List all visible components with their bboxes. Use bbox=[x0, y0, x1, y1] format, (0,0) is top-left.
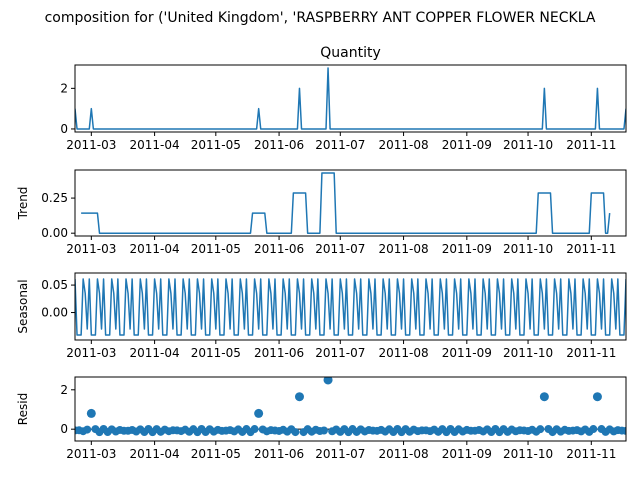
y-tick-label: 0 bbox=[60, 422, 68, 436]
x-tick-label: 2011-05 bbox=[191, 242, 241, 256]
x-tick-label: 2011-04 bbox=[130, 242, 180, 256]
x-tick-label: 2011-05 bbox=[191, 138, 241, 152]
y-tick-label: 2 bbox=[60, 81, 68, 95]
axes-frame bbox=[74, 376, 627, 442]
x-tick-label: 2011-09 bbox=[442, 138, 492, 152]
x-tick-label: 2011-09 bbox=[442, 346, 492, 360]
x-tick-label: 2011-10 bbox=[503, 447, 553, 461]
x-tick-label: 2011-08 bbox=[378, 346, 428, 360]
x-tick-label: 2011-06 bbox=[254, 447, 304, 461]
x-tick-label: 2011-05 bbox=[191, 346, 241, 360]
subplot-1: Quantity 0 2 2011-03 2011-04 2011-05 2011-06 20… bbox=[60, 45, 627, 152]
subplot-title: Quantity bbox=[320, 45, 381, 61]
plot-area bbox=[75, 278, 626, 336]
x-tick-label: 2011-10 bbox=[503, 138, 553, 152]
series-line bbox=[75, 278, 626, 336]
y-axis-label: Trend bbox=[16, 187, 30, 221]
x-tick-label: 2011-03 bbox=[66, 346, 116, 360]
y-tick-label: 0 bbox=[60, 122, 68, 136]
resid-point bbox=[536, 425, 545, 434]
y-axis-label: Seasonal bbox=[16, 279, 30, 333]
x-tick-label: 2011-10 bbox=[503, 346, 553, 360]
x-tick-label: 2011-09 bbox=[442, 242, 492, 256]
x-tick-label: 2011-08 bbox=[378, 138, 428, 152]
y-axis-label: Resid bbox=[16, 393, 30, 425]
x-tick-label: 2011-06 bbox=[254, 138, 304, 152]
x-tick-label: 2011-07 bbox=[315, 242, 365, 256]
x-tick-label: 2011-07 bbox=[315, 138, 365, 152]
resid-point bbox=[319, 426, 328, 435]
x-tick-label: 2011-03 bbox=[66, 242, 116, 256]
subplot-3: Seasonal 0.00 0.05 2011-03 2011-04 2011-05 201… bbox=[16, 272, 627, 360]
x-tick-label: 2011-06 bbox=[254, 346, 304, 360]
x-tick-label: 2011-03 bbox=[66, 138, 116, 152]
x-tick-label: 2011-07 bbox=[315, 346, 365, 360]
axes-frame bbox=[74, 272, 627, 341]
x-tick-label: 2011-04 bbox=[130, 138, 180, 152]
resid-point bbox=[589, 425, 598, 434]
resid-outlier-point bbox=[254, 408, 264, 418]
resid-point bbox=[291, 428, 300, 437]
series-line bbox=[81, 172, 611, 234]
y-tick-label: 0.00 bbox=[41, 306, 68, 320]
resid-outlier-point bbox=[86, 408, 96, 418]
axes-frame bbox=[74, 64, 627, 133]
x-tick-label: 2011-03 bbox=[66, 447, 116, 461]
x-tick-label: 2011-10 bbox=[503, 242, 553, 256]
x-tick-label: 2011-11 bbox=[566, 447, 616, 461]
axes-frame bbox=[74, 169, 627, 237]
resid-point bbox=[83, 425, 92, 434]
x-tick-label: 2011-11 bbox=[566, 346, 616, 360]
subplot-2: Trend 0.00 0.25 2011-03 2011-04 2011-05 2011-0… bbox=[16, 169, 627, 256]
x-tick-label: 2011-08 bbox=[378, 242, 428, 256]
x-tick-label: 2011-05 bbox=[191, 447, 241, 461]
x-tick-label: 2011-04 bbox=[130, 447, 180, 461]
subplot-4: Resid 0 2 2011-03 2011-04 2011-05 2011-06 2011-… bbox=[16, 376, 627, 461]
y-tick-label: 0.05 bbox=[41, 278, 68, 292]
x-tick-label: 2011-11 bbox=[566, 242, 616, 256]
resid-point bbox=[622, 426, 626, 435]
figure-title: composition for ('United Kingdom', 'RASP… bbox=[45, 10, 596, 26]
resid-outlier-point bbox=[592, 392, 602, 402]
plot-area bbox=[75, 377, 626, 437]
plot-area bbox=[75, 67, 626, 130]
x-tick-label: 2011-09 bbox=[442, 447, 492, 461]
resid-outlier-point bbox=[323, 377, 333, 385]
plot-area bbox=[81, 172, 611, 234]
series-line bbox=[75, 67, 626, 130]
x-tick-label: 2011-06 bbox=[254, 242, 304, 256]
resid-outlier-point bbox=[539, 392, 549, 402]
x-tick-label: 2011-11 bbox=[566, 138, 616, 152]
resid-point bbox=[250, 425, 259, 434]
y-tick-label: 2 bbox=[60, 383, 68, 397]
x-tick-label: 2011-04 bbox=[130, 346, 180, 360]
y-tick-label: 0.00 bbox=[41, 226, 68, 240]
x-tick-label: 2011-07 bbox=[315, 447, 365, 461]
y-tick-label: 0.25 bbox=[41, 191, 68, 205]
x-tick-label: 2011-08 bbox=[378, 447, 428, 461]
resid-outlier-point bbox=[294, 392, 304, 402]
